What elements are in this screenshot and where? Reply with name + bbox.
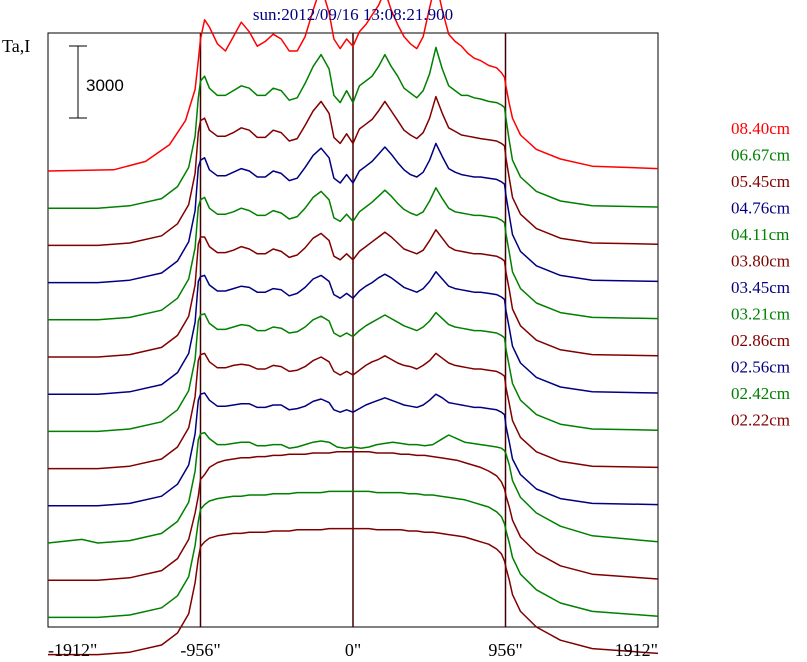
legend-entry-8: 02.86cm bbox=[731, 331, 790, 350]
x-tick-label-1: -956" bbox=[180, 640, 220, 660]
legend-entry-2: 05.45cm bbox=[731, 172, 790, 191]
legend-entry-4: 04.11cm bbox=[731, 225, 789, 244]
series-line-1 bbox=[48, 46, 659, 209]
y-axis-label: Ta,I bbox=[2, 36, 30, 56]
legend-entry-9: 02.56cm bbox=[731, 358, 790, 377]
legend-entry-1: 06.67cm bbox=[731, 146, 790, 165]
chart-title: sun:2012/09/16 13:08:21.900 bbox=[253, 5, 453, 24]
scale-bar: 3000 bbox=[69, 45, 124, 119]
series-line-4 bbox=[48, 187, 659, 321]
legend-entry-5: 03.80cm bbox=[731, 252, 790, 271]
series-group bbox=[47, 0, 659, 656]
series-line-7 bbox=[48, 311, 659, 433]
limb-markers bbox=[199, 33, 507, 627]
series-line-6 bbox=[48, 271, 659, 395]
legend-entry-3: 04.76cm bbox=[731, 199, 790, 218]
series-line-3 bbox=[48, 142, 659, 284]
x-tick-label-0: -1912" bbox=[48, 640, 97, 660]
x-tick-labels: -1912" -956" 0" 956" 1912" bbox=[48, 640, 658, 660]
series-line-13 bbox=[48, 527, 659, 656]
scale-bar-label: 3000 bbox=[86, 76, 124, 95]
series-line-11 bbox=[48, 451, 659, 581]
legend-entry-0: 08.40cm bbox=[731, 119, 790, 138]
legend-entry-7: 03.21cm bbox=[731, 305, 790, 324]
legend: 08.40cm 06.67cm 05.45cm 04.76cm 04.11cm 03.80… bbox=[731, 119, 790, 430]
series-line-12 bbox=[48, 490, 659, 619]
series-line-8 bbox=[48, 352, 659, 470]
x-tick-label-2: 0" bbox=[345, 640, 361, 660]
series-line-9 bbox=[48, 392, 659, 507]
series-line-5 bbox=[48, 229, 659, 358]
x-tick-label-3: 956" bbox=[488, 640, 522, 660]
series-line-0 bbox=[47, 0, 659, 172]
x-tick-label-4: 1912" bbox=[615, 640, 658, 660]
legend-entry-6: 03.45cm bbox=[731, 278, 790, 297]
series-line-2 bbox=[48, 95, 659, 247]
legend-entry-10: 02.42cm bbox=[731, 384, 790, 403]
legend-entry-11: 02.22cm bbox=[731, 411, 790, 430]
series-line-10 bbox=[47, 431, 659, 544]
